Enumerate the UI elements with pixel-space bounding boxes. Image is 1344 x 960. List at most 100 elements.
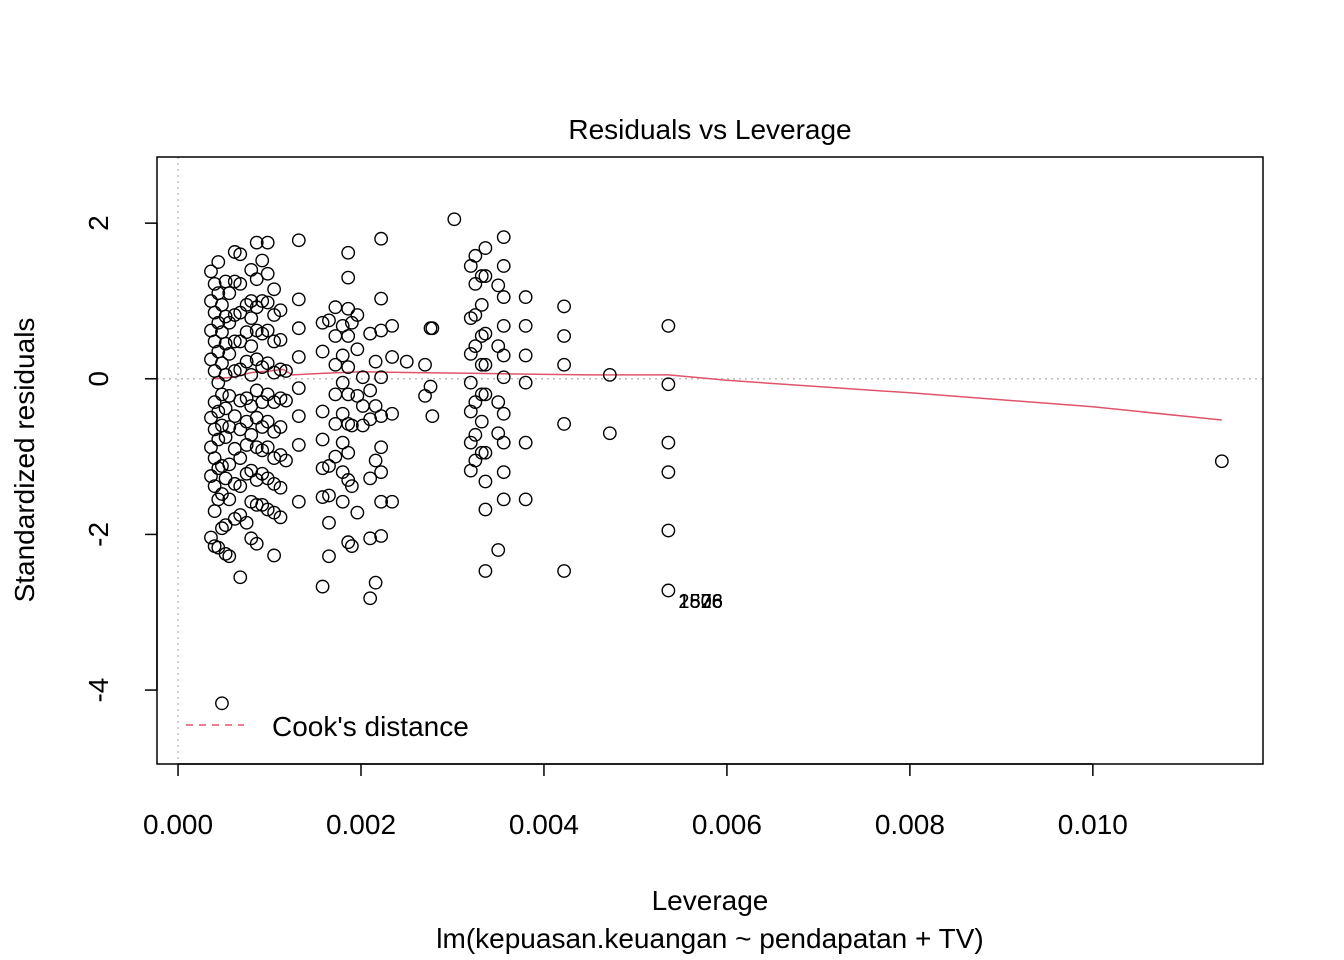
data-point: [244, 427, 259, 442]
data-point: [374, 291, 389, 306]
data-point: [557, 329, 571, 343]
data-point: [374, 409, 389, 424]
data-point: [478, 445, 493, 460]
data-point: [291, 321, 306, 336]
data-point: [1214, 454, 1229, 469]
data-point: [344, 539, 359, 554]
plot-frame: [156, 156, 1264, 765]
data-point: [211, 540, 226, 555]
data-point: [328, 300, 343, 315]
data-point: [233, 570, 248, 585]
data-point: [385, 318, 400, 333]
data-point: [374, 465, 389, 480]
data-point: [496, 370, 511, 385]
data-point: [518, 435, 533, 450]
data-point: [557, 357, 571, 372]
data-point: [273, 480, 288, 495]
data-point: [418, 357, 432, 372]
data-point: [260, 295, 275, 310]
data-point: [491, 278, 506, 293]
data-point: [204, 410, 218, 425]
data-point: [273, 510, 288, 525]
data-point: [363, 471, 378, 486]
y-tick-label: -2: [83, 522, 114, 547]
data-point: [385, 350, 400, 364]
data-point: [255, 497, 270, 512]
data-point: [328, 357, 343, 372]
data-point: [291, 350, 306, 364]
x-tick-label: 0.000: [143, 809, 213, 840]
data-point: [425, 321, 440, 336]
data-point: [328, 449, 343, 464]
data-point: [478, 564, 493, 578]
data-point: [496, 492, 511, 507]
model-formula-subtitle: lm(kepuasan.keuangan ~ pendapatan + TV): [436, 923, 983, 954]
data-point: [496, 290, 511, 304]
data-point: [602, 426, 617, 441]
data-point: [474, 387, 489, 402]
data-point: [255, 253, 270, 268]
data-point: [341, 270, 356, 285]
data-point: [341, 535, 356, 550]
data-point: [341, 387, 356, 402]
data-point: [260, 356, 275, 371]
data-point: [368, 354, 383, 369]
points-layer: [204, 212, 1229, 711]
data-point: [244, 339, 259, 354]
y-tick-label: 0: [83, 371, 114, 387]
data-point: [315, 404, 330, 419]
data-point: [215, 297, 229, 312]
data-point: [328, 387, 343, 402]
data-point: [341, 245, 356, 260]
data-point: [260, 440, 275, 455]
data-point: [335, 348, 350, 363]
data-point: [474, 445, 489, 460]
data-point: [222, 346, 237, 361]
outlier-label: 2576: [678, 591, 723, 613]
data-point: [279, 364, 293, 378]
data-point: [260, 235, 275, 250]
data-point: [227, 364, 242, 378]
x-axis: 0.000 0.002 0.004 0.006 0.008 0.010: [143, 763, 1128, 840]
data-point: [239, 414, 254, 429]
data-point: [273, 303, 288, 318]
data-point: [350, 308, 365, 322]
data-point: [322, 313, 336, 328]
data-point: [215, 521, 229, 536]
data-point: [204, 469, 218, 483]
data-point: [463, 435, 478, 450]
data-point: [478, 357, 493, 372]
data-point: [211, 432, 226, 447]
data-point: [496, 318, 511, 333]
data-point: [215, 696, 229, 711]
data-point: [491, 543, 506, 557]
legend: Cook's distance: [186, 711, 469, 742]
data-point: [204, 264, 218, 279]
data-point: [355, 370, 370, 385]
data-point: [244, 262, 259, 277]
data-point: [474, 269, 489, 283]
legend-cooks-distance-label: Cook's distance: [272, 711, 469, 742]
data-point: [215, 459, 229, 473]
data-point: [239, 391, 254, 406]
data-point: [239, 354, 254, 369]
data-point: [207, 504, 222, 518]
data-point: [315, 490, 330, 504]
data-point: [374, 529, 389, 543]
data-point: [496, 259, 511, 273]
data-point: [447, 212, 462, 227]
data-point: [207, 479, 222, 494]
data-point: [260, 502, 275, 517]
x-tick-label: 0.010: [1058, 809, 1128, 840]
data-point: [279, 453, 293, 468]
data-point: [557, 564, 571, 578]
data-point: [322, 515, 336, 530]
data-point: [385, 406, 400, 421]
data-point: [267, 548, 281, 563]
data-point: [267, 334, 281, 349]
data-point: [557, 417, 571, 431]
data-point: [315, 432, 330, 447]
data-point: [249, 536, 264, 551]
data-point: [222, 549, 237, 564]
x-tick-label: 0.004: [509, 809, 579, 840]
